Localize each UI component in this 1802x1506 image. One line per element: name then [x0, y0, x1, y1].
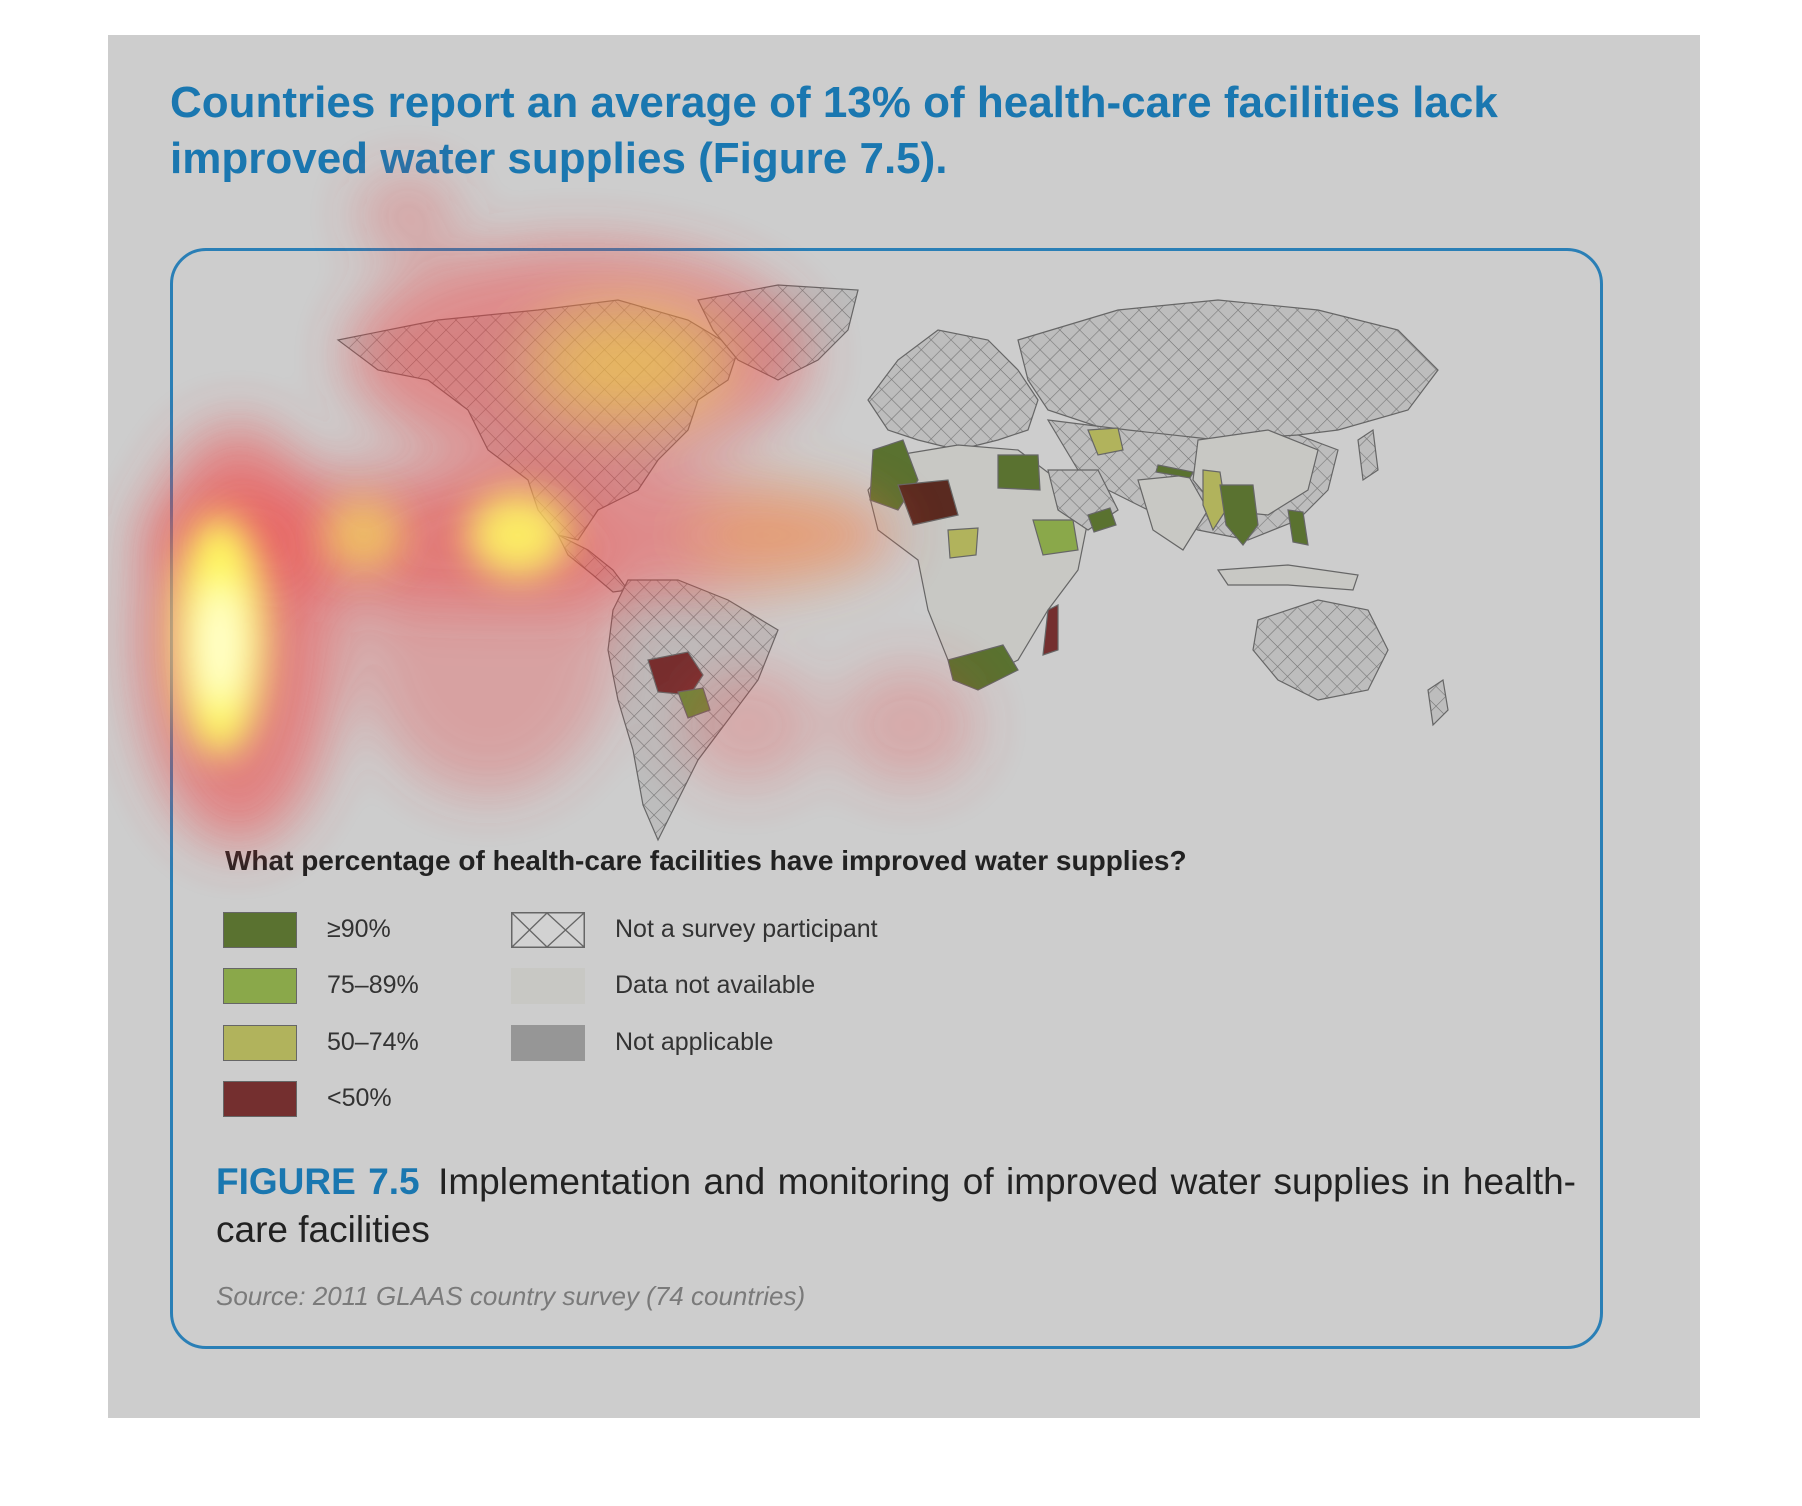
source-note: Source: 2011 GLAAS country survey (74 co…	[216, 1281, 806, 1311]
legend-swatch-not-applicable	[511, 1025, 585, 1061]
central-america-region	[556, 533, 630, 593]
figure-label: FIGURE 7.5	[216, 1161, 420, 1202]
oman-region	[1087, 507, 1117, 533]
legend-item-no-data: Data not available	[511, 968, 931, 1006]
nigeria-region	[947, 527, 979, 559]
afghanistan-region	[1087, 427, 1124, 456]
legend-title: What percentage of health-care facilitie…	[225, 845, 1187, 876]
southeast-asia-region	[1219, 484, 1259, 546]
legend-item-50-74: 50–74%	[223, 1025, 643, 1063]
madagascar-region	[1042, 604, 1059, 656]
legend-swatch-not-participant	[511, 912, 585, 948]
new-zealand-region	[1427, 678, 1449, 727]
world-map	[336, 284, 1449, 842]
figure-caption-text: Implementation and monitoring of improve…	[216, 1161, 1577, 1250]
legend-label-not-participant: Not a survey participant	[615, 915, 878, 943]
legend-label-75-89: 75–89%	[327, 971, 419, 999]
egypt-region	[997, 454, 1041, 491]
legend-label-ge90: ≥90%	[327, 915, 391, 943]
legend-item-lt50: <50%	[223, 1081, 643, 1119]
legend-label-not-applicable: Not applicable	[615, 1028, 774, 1056]
russia-region	[1017, 299, 1439, 441]
legend-item-75-89: 75–89%	[223, 968, 643, 1006]
legend-item-not-participant: Not a survey participant	[511, 912, 931, 950]
legend-swatch-75-89	[223, 968, 297, 1004]
nepal-region	[1155, 464, 1194, 479]
legend-swatch-lt50	[223, 1081, 297, 1117]
headline: Countries report an average of 13% of he…	[170, 78, 1498, 183]
legend-item-ge90: ≥90%	[223, 912, 643, 950]
figure-caption: FIGURE 7.5 Implementation and monitoring…	[216, 1158, 1576, 1254]
ethiopia-region	[1032, 519, 1079, 556]
page-background: Countries report an average of 13% of he…	[108, 35, 1700, 1418]
indonesia-region	[1216, 564, 1359, 591]
legend-label-lt50: <50%	[327, 1084, 392, 1112]
legend-label-50-74: 50–74%	[327, 1028, 419, 1056]
mali-region	[897, 479, 959, 526]
philippines-region	[1287, 509, 1309, 546]
north-america-region	[336, 299, 739, 541]
legend-item-not-applicable: Not applicable	[511, 1025, 931, 1063]
legend-swatch-no-data	[511, 968, 585, 1004]
legend-label-no-data: Data not available	[615, 971, 816, 999]
legend-swatch-ge90	[223, 912, 297, 948]
europe-region	[867, 329, 1039, 451]
legend-swatch-50-74	[223, 1025, 297, 1061]
japan-region	[1357, 428, 1379, 482]
australia-region	[1252, 599, 1389, 701]
